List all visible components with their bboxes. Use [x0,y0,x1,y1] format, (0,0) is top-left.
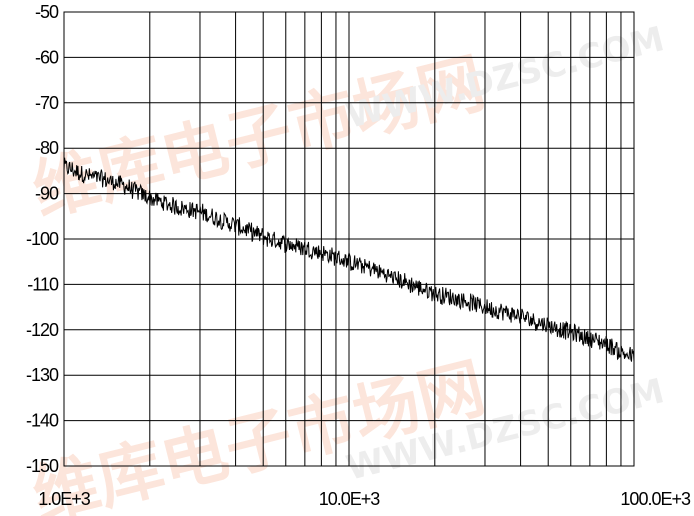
x-tick-label: 100.0E+3 [620,489,691,509]
y-tick-label: -80 [35,138,59,158]
x-tick-label: 10.0E+3 [319,489,381,509]
y-tick-label: -70 [35,93,59,113]
y-tick-label: -60 [35,47,59,67]
watermark: 维库电子市场网 WWW.DZSC.COM 维库电子市场网 WWW.DZSC.CO… [25,19,668,516]
series-line [63,157,635,362]
plot-frame [63,11,635,467]
x-axis-tick-labels: 1.0E+3 10.0E+3 100.0E+3 [38,489,692,509]
x-tick-label: 1.0E+3 [38,489,91,509]
y-tick-label: -120 [26,320,59,340]
y-tick-label: -90 [35,184,59,204]
y-tick-label: -130 [26,365,59,385]
y-tick-label: -50 [35,2,59,22]
y-tick-label: -110 [27,274,59,294]
y-tick-label: -140 [26,411,59,431]
y-axis-tick-labels: -50 -60 -70 -80 -90 -100 -110 -120 -130 -140 -150 [26,2,60,476]
y-tick-label: -100 [26,229,59,249]
watermark-brand: 维库电子市场网 [25,44,492,230]
horizontal-gridlines [64,56,634,422]
y-tick-label: -150 [26,456,59,476]
